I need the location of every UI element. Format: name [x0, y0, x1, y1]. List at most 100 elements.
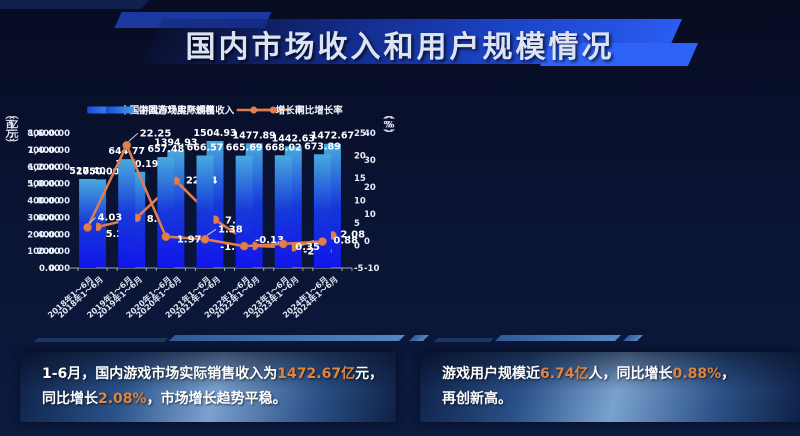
axis-tick-label: 5 — [354, 219, 360, 229]
summary-text: ，市场增长趋势平稳。 — [146, 391, 287, 408]
axis-tick-label: 700.00 — [27, 146, 60, 156]
legend-label: 同比增长率 — [295, 105, 343, 117]
axis-tick-label: 0.00 — [39, 264, 60, 274]
legend-label: 中国游戏市场实际销售收入 — [120, 105, 235, 117]
line-value-label: 5.23 — [106, 229, 131, 240]
axis-tick-label: -5 — [354, 264, 364, 274]
corner-streak-decor — [0, 0, 150, 9]
line-value-label: 0.88 — [333, 236, 358, 247]
axis-tick-label: 25 — [354, 129, 366, 139]
left-axis-unit: ︵亿元︶ — [8, 111, 18, 150]
users-chart: 中国游戏用户规模 增长率0.00100.00200.00300.00400.005… — [4, 105, 392, 320]
axis-tick-label: 1,600.00 — [28, 129, 70, 139]
bar — [313, 154, 331, 268]
bar-value-label: 657.48 — [148, 144, 185, 155]
bar-value-label: 1050.00 — [76, 166, 120, 177]
summary-text: 游戏用户规模近 — [442, 366, 540, 382]
left-axis: 0.00 100.00 200.00 300.00 400.00 500.00 600.00… — [27, 129, 60, 274]
axis-tick-label: 10 — [354, 197, 366, 207]
summary-text: ， — [721, 366, 736, 382]
bar-value-label: 1442.63 — [272, 133, 315, 144]
summary-text: 1-6月，国内游戏市场实际销售收入为 — [42, 366, 278, 382]
left-axis: 0.00200.00400.00600.00800.001,000.001,20… — [28, 129, 70, 274]
right-axis: -5 0 5 10 15 20 25 — [354, 129, 366, 274]
axis-tick-label: 1,200.00 — [28, 163, 70, 173]
left-axis-unit: ︵百万︶ — [4, 111, 14, 150]
axis-tick-label: 100.00 — [27, 247, 60, 257]
axis-tick-label: 600.00 — [37, 213, 70, 223]
summary-highlight-value: 6.74亿 — [540, 366, 589, 382]
decor-strip — [434, 338, 494, 342]
axis-tick-label: 300.00 — [27, 213, 60, 223]
bar-value-label: 666.57 — [187, 143, 224, 154]
decor-strip — [409, 335, 429, 341]
axis-tick-label: 30 — [364, 156, 376, 166]
legend: 中国游戏用户规模 增长率 — [105, 105, 305, 117]
axis-tick-label: 1,000.00 — [28, 180, 70, 190]
decor-strip — [623, 335, 643, 341]
bar-value-label: 673.89 — [304, 141, 341, 152]
label-leader-line — [206, 228, 217, 236]
line-marker — [122, 141, 132, 150]
axis-tick-label: 200.00 — [37, 247, 70, 257]
label-leader-line — [128, 133, 139, 142]
line-marker — [161, 232, 171, 241]
summary-text-line: 游戏用户规模近6.74亿人，同比增长0.88%， — [442, 362, 778, 387]
line-marker — [278, 239, 288, 249]
line-value-label: -1.80 — [220, 242, 249, 253]
bar — [118, 159, 136, 268]
summary-text: 人，同比增长 — [588, 366, 673, 382]
axis-tick-label: 0 — [364, 237, 370, 247]
axis-tick-label: 800.00 — [27, 129, 60, 139]
summary-text: 再创新高。 — [442, 391, 512, 408]
legend-bar-swatch — [105, 106, 134, 114]
line-marker — [239, 241, 249, 251]
line-series: 4.03 22.25 1.97 1.38 -0.13 0.35 0.88 — [83, 128, 358, 253]
legend-label: 增长率 — [276, 105, 305, 117]
line-value-label: 0.35 — [295, 242, 320, 253]
bar — [235, 155, 253, 268]
summary-text: 元， — [355, 366, 384, 382]
line-value-label: 22.25 — [140, 128, 172, 139]
axis-tick-label: 15 — [354, 174, 366, 184]
bar-value-label: 1504.93 — [193, 128, 236, 139]
decor-strip — [495, 335, 621, 341]
legend-line-marker — [250, 106, 258, 114]
axis-tick-label: 600.00 — [27, 163, 60, 173]
bar-value-label: 665.69 — [226, 143, 263, 154]
bar-value-label: 527.40 — [69, 166, 106, 177]
axis-tick-label: 400.00 — [27, 197, 60, 207]
line-value-label: 2.08 — [340, 229, 365, 240]
summary-text: 同比增长 — [42, 391, 98, 408]
decor-strip — [34, 338, 168, 342]
revenue-summary-box: 1-6月，国内游戏市场实际销售收入为1472.67亿元， 同比增长2.08%，市场… — [20, 352, 396, 422]
summary-text-line: 再创新高。 — [442, 387, 778, 412]
legend-line-marker — [269, 106, 277, 114]
bar-value-label: 668.02 — [265, 142, 302, 153]
summary-text-line: 同比增长2.08%，市场增长趋势平稳。 — [42, 387, 374, 412]
bar-value-label: 1477.89 — [233, 130, 276, 141]
bar-value-label: 1394.93 — [154, 137, 197, 148]
bar-value-label: 644.77 — [108, 146, 145, 157]
summary-highlight-value: 0.88% — [672, 366, 722, 382]
line-value-label: 4.03 — [98, 212, 123, 223]
line-value-label: 1.97 — [177, 235, 202, 246]
bar — [157, 157, 175, 268]
legend: 中国游戏市场实际销售收入 同比增长率 — [87, 105, 343, 117]
axis-tick-label: 400.00 — [37, 230, 70, 240]
line-marker — [83, 223, 92, 232]
axis-tick-label: 200.00 — [27, 230, 60, 240]
axis-tick-label: 20 — [364, 183, 376, 193]
axis-tick-label: 0.00 — [49, 264, 70, 274]
line-value-label: 1.38 — [218, 224, 243, 235]
axis-tick-label: 40 — [364, 129, 376, 139]
bar-value-label: 1140.19 — [115, 159, 158, 170]
line-marker — [318, 237, 327, 246]
axis-tick-label: 20 — [354, 152, 366, 162]
axis-tick-label: -10 — [364, 264, 379, 274]
decor-strip — [169, 335, 405, 341]
bar-value-label: 1472.67 — [311, 131, 354, 142]
summary-text-line: 1-6月，国内游戏市场实际销售收入为1472.67亿元， — [42, 362, 383, 387]
